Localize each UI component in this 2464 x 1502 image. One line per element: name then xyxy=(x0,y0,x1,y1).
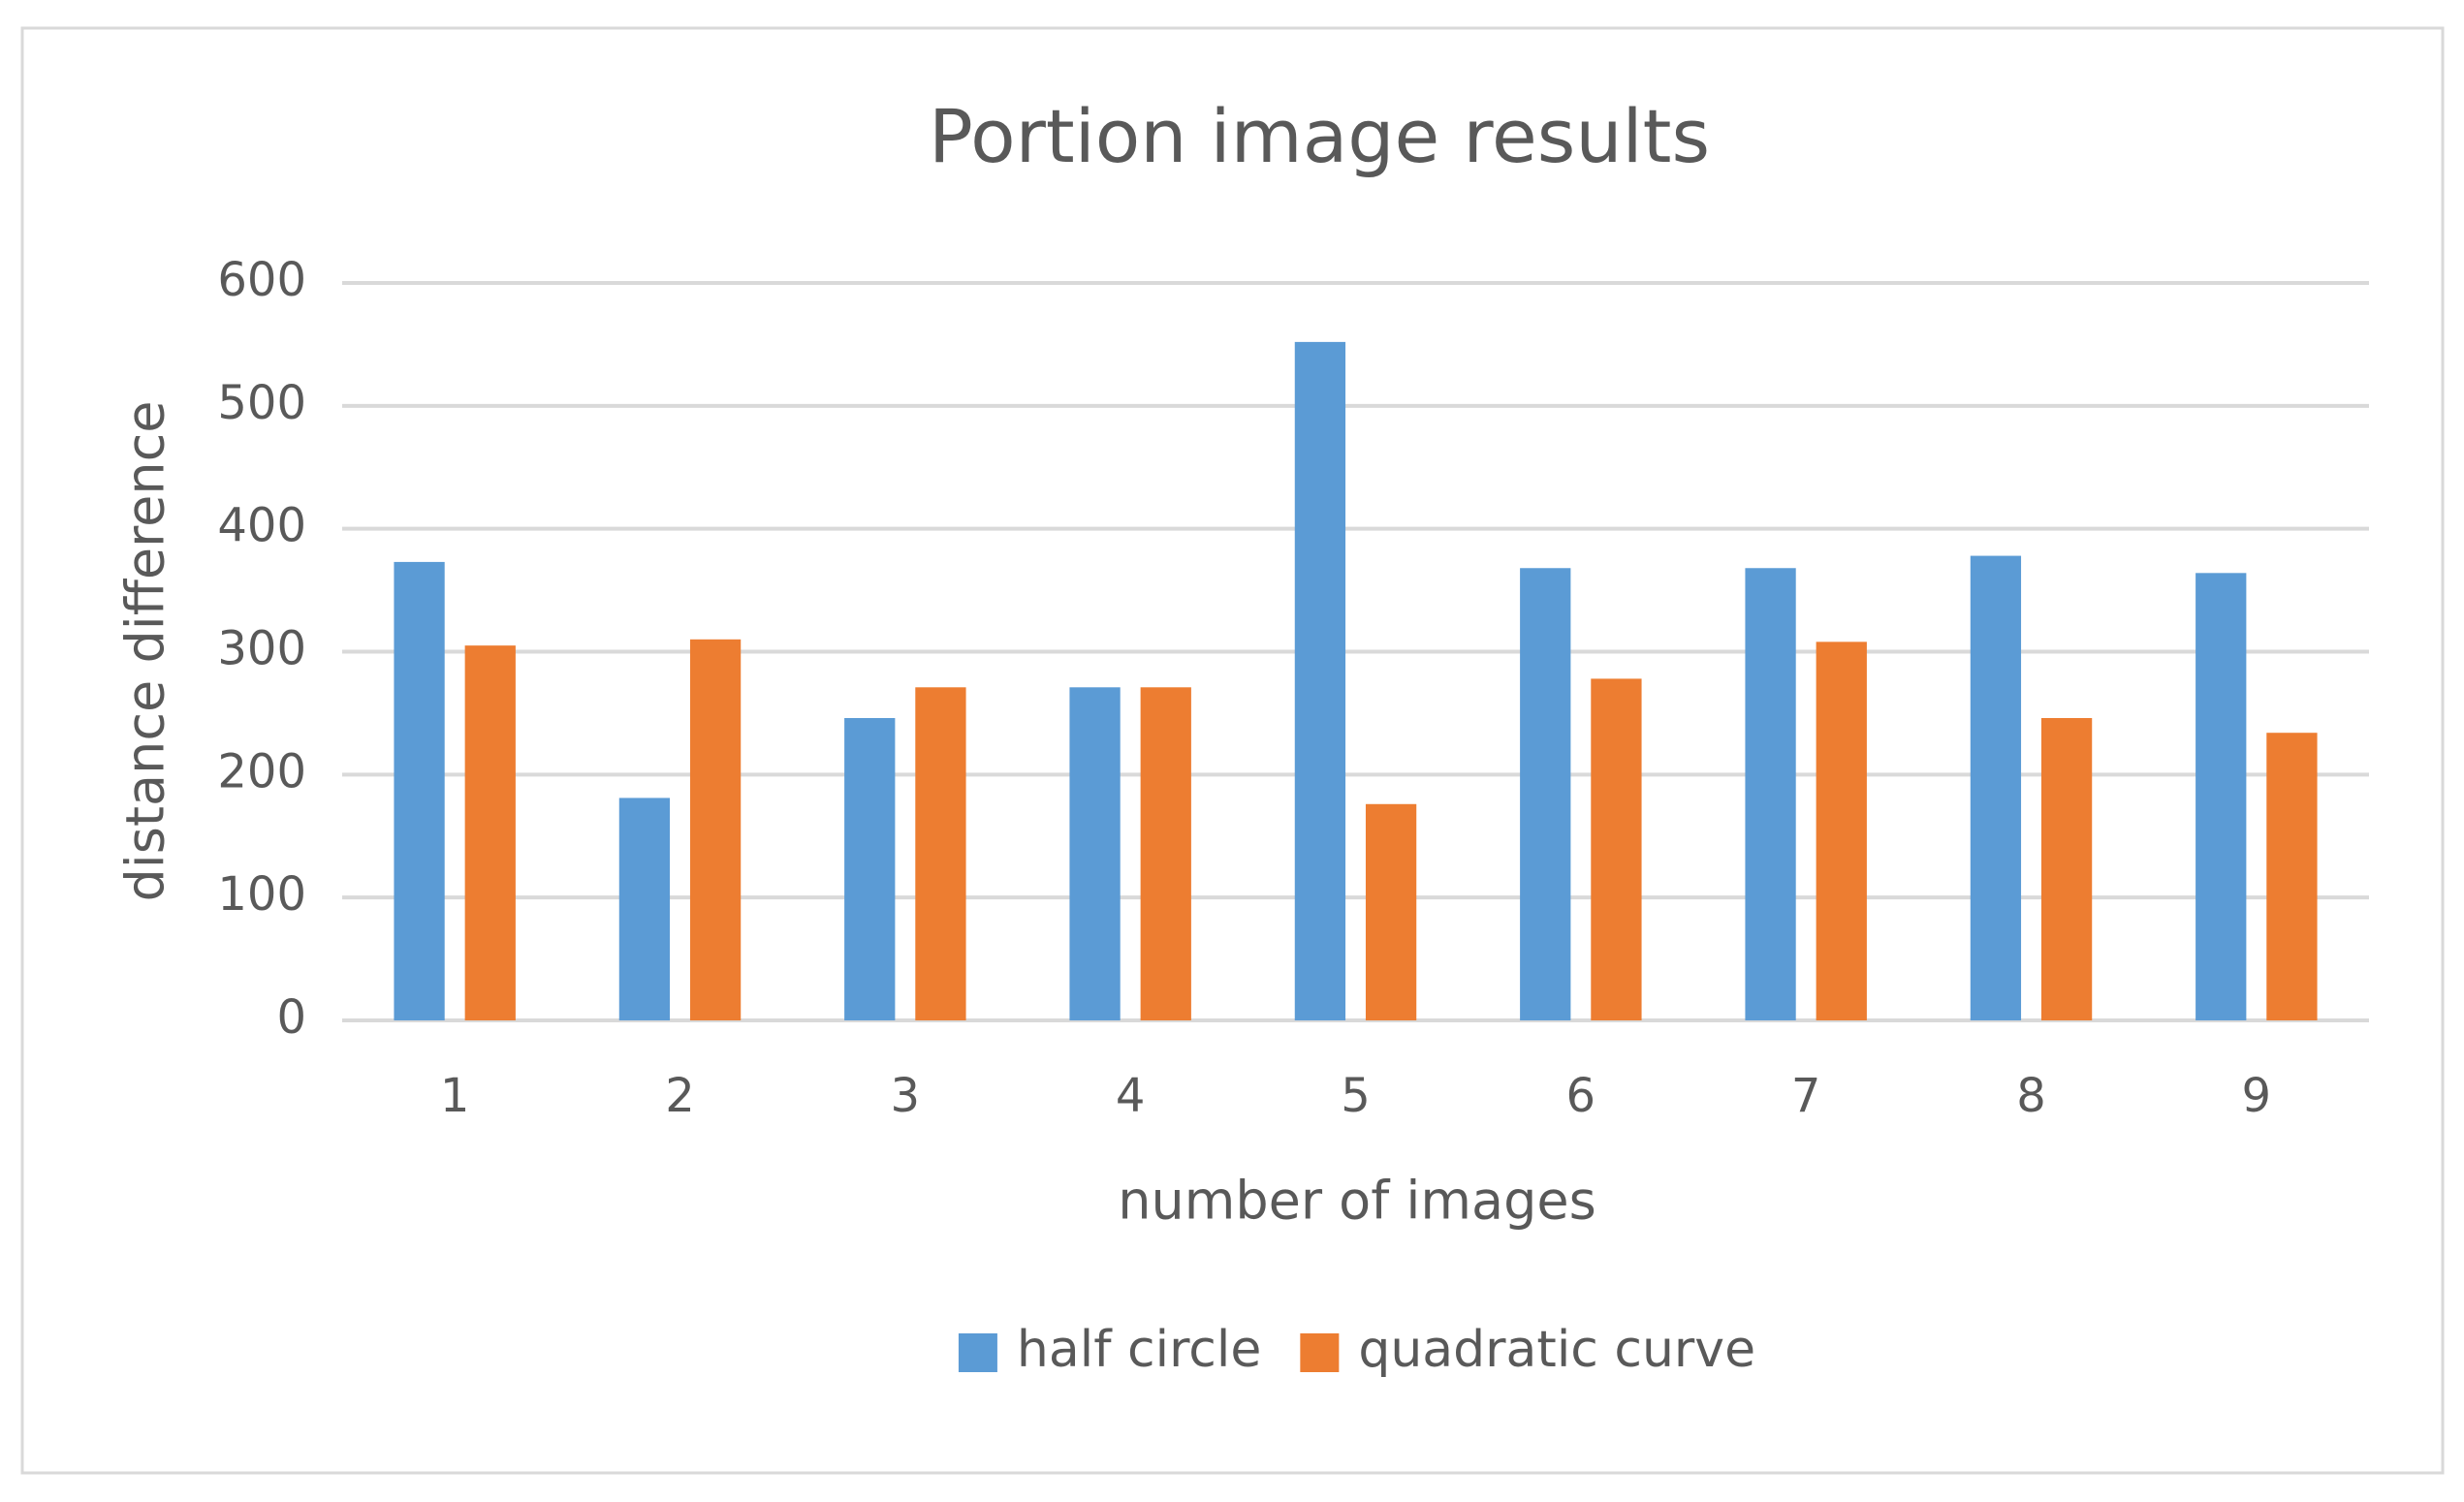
x-tick-label: 3 xyxy=(891,1069,921,1123)
y-tick-label: 500 xyxy=(217,376,306,430)
bar xyxy=(1294,341,1346,1020)
legend-swatch xyxy=(958,1333,997,1372)
chart-title: Portion image results xyxy=(929,93,1710,179)
x-tick-label: 9 xyxy=(2242,1069,2272,1123)
bar xyxy=(618,798,671,1020)
y-tick-label: 0 xyxy=(276,990,306,1045)
y-tick-label: 300 xyxy=(217,622,306,676)
legend-label: quadratic curve xyxy=(1358,1321,1755,1379)
y-axis-title: distance difference xyxy=(115,400,176,901)
bar xyxy=(1970,555,2022,1020)
legend-swatch xyxy=(1300,1333,1340,1372)
x-tick-label: 5 xyxy=(1341,1069,1371,1123)
bar xyxy=(915,687,966,1020)
bar xyxy=(2266,733,2318,1020)
bar xyxy=(2040,717,2093,1020)
bar xyxy=(689,639,742,1020)
bar xyxy=(844,717,896,1020)
bar xyxy=(464,645,516,1020)
y-tick-label: 100 xyxy=(217,867,306,922)
y-tick-label: 600 xyxy=(217,253,306,307)
x-tick-label: 2 xyxy=(665,1069,695,1123)
x-tick-label: 7 xyxy=(1791,1069,1821,1123)
x-tick-label: 1 xyxy=(440,1069,470,1123)
bar xyxy=(1365,803,1417,1020)
y-tick-label: 200 xyxy=(217,744,306,798)
x-tick-label: 4 xyxy=(1116,1069,1146,1123)
x-axis-title: number of images xyxy=(1118,1171,1595,1232)
bar xyxy=(1591,678,1642,1020)
bar xyxy=(1816,641,1867,1020)
bar xyxy=(2195,573,2247,1020)
bar xyxy=(1520,568,1571,1020)
y-tick-label: 400 xyxy=(217,499,306,553)
bar xyxy=(1069,687,1121,1020)
bar xyxy=(1745,568,1796,1020)
bar xyxy=(394,561,445,1020)
legend-label: half circle xyxy=(1017,1321,1261,1379)
bar xyxy=(1140,687,1191,1020)
x-tick-label: 6 xyxy=(1566,1069,1596,1123)
x-tick-label: 8 xyxy=(2016,1069,2046,1123)
